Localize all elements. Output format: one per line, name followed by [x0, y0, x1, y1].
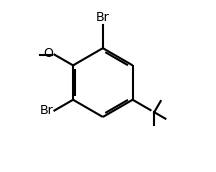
Text: Br: Br [96, 10, 110, 24]
Text: O: O [43, 47, 53, 60]
Text: Br: Br [39, 104, 53, 117]
